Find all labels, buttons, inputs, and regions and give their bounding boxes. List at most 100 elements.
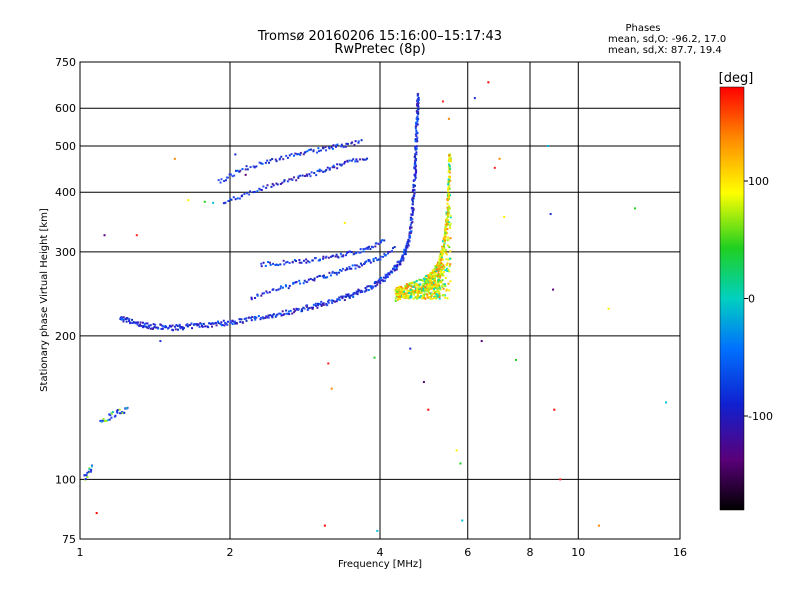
x-mode-point [445,258,448,261]
o-trace-point [240,318,243,321]
o-trace-point [185,324,188,327]
x-trace-point [440,254,443,257]
x-mode-point [426,295,429,298]
x-mode-point [427,275,430,278]
x-mode-point [432,281,435,284]
echo-trace-point [282,158,285,161]
x-trace-point [420,289,423,292]
x-trace-point [445,211,448,214]
echo-trace-point [283,263,286,266]
o-trace-point [337,298,340,301]
x-trace-point [448,154,451,157]
echo-trace-point [328,271,331,274]
o-trace-point [414,145,417,148]
scattered-point [212,201,215,204]
x-mode-point [409,296,412,299]
x-mode-point [427,277,430,280]
o-trace-point [198,325,201,328]
x-mode-point [411,289,414,292]
o-trace-point [370,287,373,290]
echo-trace-point [322,257,325,260]
o-trace-point [327,301,330,304]
x-mode-point [422,296,425,299]
echo-trace-point [261,162,264,165]
x-trace-point [403,296,406,299]
echo-trace-point [302,153,305,156]
o-trace-point [403,248,406,251]
x-mode-point [432,290,435,293]
echo-trace-point [272,262,275,265]
scattered-point [95,512,98,515]
scattered-point [480,340,483,343]
echo-trace-point [283,180,286,183]
x-mode-point [398,285,401,288]
x-mode-point [434,264,437,267]
echo-trace-point [271,182,274,185]
o-trace-point [128,318,131,321]
x-trace-point [439,265,442,268]
echo-trace-point [312,150,315,153]
x-trace-point [448,156,451,159]
x-mode-point [446,244,449,247]
echo-trace-point [355,264,358,267]
x-trace-point [399,295,402,298]
echo-trace-point [252,191,255,194]
o-trace-point [294,309,297,312]
o-trace-point [287,310,290,313]
x-mode-point [446,262,449,265]
low-trace-point [115,410,118,413]
x-mode-point [405,287,408,290]
echo-trace-point [350,159,353,162]
x-mode-point [413,292,416,295]
echo-trace-point [362,250,365,253]
echo-trace-point [336,163,339,166]
scattered-point [173,157,176,160]
x-trace-point [437,262,440,265]
o-trace-point [408,227,411,230]
o-trace-point [234,322,237,325]
scattered-point [503,215,506,218]
echo-trace-point [358,158,361,161]
x-mode-point [438,276,441,279]
echo-trace-point [358,251,361,254]
x-trace-point [444,235,447,238]
o-trace-point [142,325,145,328]
x-trace-point [444,231,447,234]
x-trace-point [448,187,451,190]
o-trace-point [416,93,419,96]
echo-trace-point [342,254,345,257]
echo-trace-point [302,259,305,262]
o-trace-point [411,189,414,192]
x-trace-point [423,289,426,292]
o-trace-point [175,323,178,326]
echo-trace-point [227,200,230,203]
x-trace-point [444,237,447,240]
x-mode-point [415,284,418,287]
echo-trace-point [223,180,226,183]
echo-trace-point [339,252,342,255]
scattered-point [634,207,637,210]
o-trace-point [197,323,200,326]
o-trace-point [365,289,368,292]
o-trace-point [208,322,211,325]
echo-trace-point [327,256,330,259]
x-mode-point [394,290,397,293]
echo-trace-point [345,267,348,270]
echo-trace-point [299,151,302,154]
o-trace-point [239,320,242,323]
o-trace-point [169,325,172,328]
o-trace-point [414,152,417,155]
o-trace-point [295,307,298,310]
echo-trace-point [235,169,238,172]
colorbar [719,86,745,511]
x-mode-point [440,265,443,268]
echo-trace-point [331,147,334,150]
x-trace-point [401,294,404,297]
x-trace-point [444,230,447,233]
x-trace-point [447,186,450,189]
o-trace-point [326,300,329,303]
echo-trace-point [359,248,362,251]
phases-heading: Phases [625,23,660,34]
echo-trace-point [266,291,269,294]
x-mode-point [440,269,443,272]
